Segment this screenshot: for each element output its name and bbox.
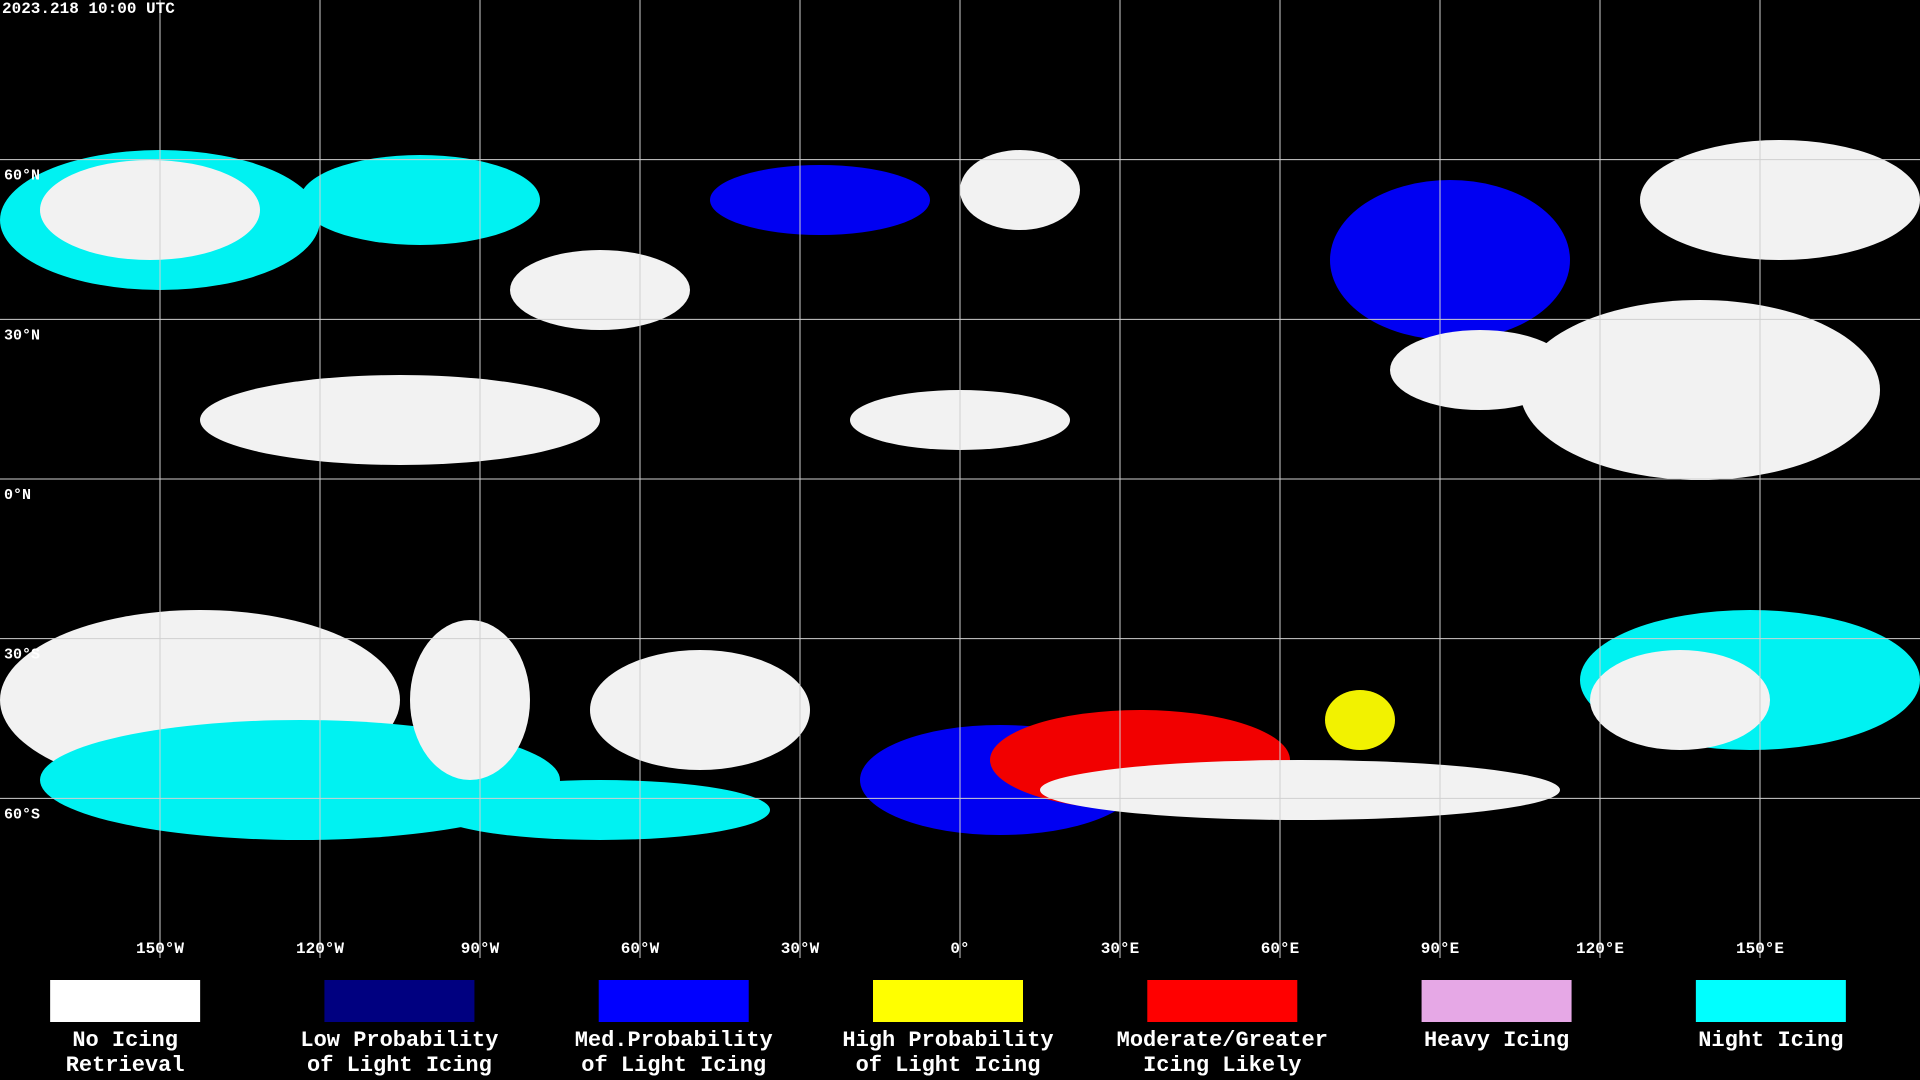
graticule [0,0,1920,958]
cloud [960,150,1080,230]
legend-label: Heavy Icing [1424,1028,1569,1053]
cloud [1520,300,1880,480]
legend-label: of Light Icing [307,1053,492,1078]
legend-label: Med.Probability [575,1028,773,1053]
legend-label: High Probability [842,1028,1053,1053]
legend-label: Night Icing [1698,1028,1843,1053]
legend-swatch [598,980,749,1022]
legend-swatch [50,980,201,1022]
cloud [1330,180,1570,340]
cloud [40,160,260,260]
legend-label: No Icing [72,1028,178,1053]
cloud [710,165,930,235]
latitude-label: 60°N [4,168,40,185]
latitude-label: 0°N [4,487,31,504]
legend-label: of Light Icing [581,1053,766,1078]
cloud [410,620,530,780]
longitude-label: 150°W [136,940,184,958]
cloud [1640,140,1920,260]
legend-swatch [1421,980,1572,1022]
cloud [1040,760,1560,820]
longitude-label: 90°W [461,940,500,958]
longitude-label: 30°E [1101,940,1139,958]
cloud [1590,650,1770,750]
legend-label: of Light Icing [856,1053,1041,1078]
cloud-field [0,140,1920,840]
legend-label: Low Probability [300,1028,498,1053]
longitude-label: 120°W [296,940,344,958]
timestamp: 2023.218 10:00 UTC [2,0,175,18]
longitude-label: 150°E [1736,940,1784,958]
latitude-label: 60°S [4,806,40,823]
legend-label: Moderate/Greater [1117,1028,1328,1053]
legend-swatch [1695,980,1846,1022]
legend-swatch [324,980,475,1022]
legend-label: Retrieval [66,1053,185,1078]
graticule-labels: 150°W 120°W 90°W 60°W 30°W 0° 30°E 60°E 90°E 120°… [4,168,1784,958]
cloud [510,250,690,330]
latitude-label: 30°N [4,327,40,344]
longitude-label: 60°E [1261,940,1299,958]
longitude-label: 60°W [621,940,660,958]
legend-label: Icing Likely [1143,1053,1301,1078]
longitude-label: 0° [950,940,969,958]
cloud [1325,690,1395,750]
latitude-label: 30°S [4,647,40,664]
longitude-label: 120°E [1576,940,1624,958]
longitude-label: 90°E [1421,940,1459,958]
longitude-label: 30°W [781,940,820,958]
cloud [430,780,770,840]
cloud [1390,330,1570,410]
cloud [590,650,810,770]
cloud [200,375,600,465]
legend-swatch [873,980,1023,1022]
legend-swatch [1147,980,1298,1022]
cloud [300,155,540,245]
